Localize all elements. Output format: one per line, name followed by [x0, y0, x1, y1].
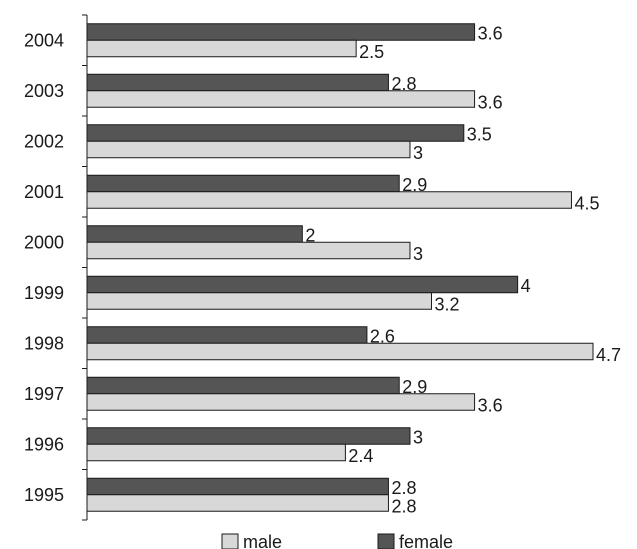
- bar-male: [86, 494, 389, 512]
- value-label-male: 2.4: [348, 446, 373, 466]
- bar-female: [86, 23, 476, 41]
- value-label-female: 2.9: [402, 377, 427, 397]
- bar-male: [86, 140, 411, 159]
- value-label-female: 4: [521, 276, 531, 296]
- legend-swatch-female: [377, 533, 395, 549]
- category-label: 2004: [24, 30, 64, 50]
- category-label: 1998: [24, 333, 64, 353]
- category-label: 2002: [24, 131, 64, 151]
- category-label: 1999: [24, 283, 64, 303]
- value-label-female: 3: [413, 427, 423, 447]
- value-label-male: 2.5: [359, 42, 384, 62]
- bar-female: [86, 275, 519, 294]
- bar-male: [86, 393, 476, 411]
- value-label-female: 3.6: [478, 23, 503, 43]
- legend-label-male: male: [243, 532, 282, 549]
- value-label-male: 3.2: [435, 294, 460, 314]
- bar-male: [86, 191, 572, 209]
- bar-female: [86, 427, 411, 445]
- bar-male: [86, 90, 476, 108]
- bar-male: [86, 443, 346, 462]
- bar-male: [86, 39, 357, 58]
- category-axis: 2004 2003 2002 2001 2000 1999 1998 1997 1996 1995: [24, 14, 88, 521]
- category-label: 2000: [24, 232, 64, 252]
- value-label-female: 2: [305, 225, 315, 245]
- value-label-female: 2.8: [391, 478, 416, 498]
- bar-female: [86, 376, 400, 395]
- value-label-male: 3.6: [478, 92, 503, 112]
- bar-female: [86, 73, 389, 92]
- category-label: 2003: [24, 81, 64, 101]
- legend: male female: [221, 532, 453, 549]
- value-label-female: 2.6: [370, 326, 395, 346]
- value-label-male: 4.5: [574, 193, 599, 213]
- category-label: 1995: [24, 485, 64, 505]
- bar-female: [86, 326, 368, 344]
- legend-swatch-male: [221, 533, 239, 549]
- bar-male: [86, 342, 594, 361]
- value-label-female: 2.8: [391, 74, 416, 94]
- bar-female: [86, 477, 389, 496]
- value-label-male: 3.6: [478, 395, 503, 415]
- value-label-female: 2.9: [402, 175, 427, 195]
- value-label-male: 2.8: [391, 496, 416, 516]
- bar-female: [86, 124, 465, 142]
- bar-female: [86, 225, 303, 243]
- value-label-male: 3: [413, 244, 423, 264]
- legend-label-female: female: [399, 532, 453, 549]
- value-label-female: 3.5: [467, 124, 492, 144]
- bars-group: 3.6 2.5 2.8 3.6 3.5 3 2.9 4.5 2 3 4 3.2 2.6 4.7 2.9 3.6…: [86, 23, 621, 516]
- category-label: 1996: [24, 434, 64, 454]
- value-label-male: 3: [413, 143, 423, 163]
- bar-male: [86, 241, 411, 260]
- bar-male: [86, 292, 433, 310]
- category-label: 1997: [24, 384, 64, 404]
- category-label: 2001: [24, 182, 64, 202]
- value-label-male: 4.7: [596, 345, 621, 365]
- bar-female: [86, 174, 400, 193]
